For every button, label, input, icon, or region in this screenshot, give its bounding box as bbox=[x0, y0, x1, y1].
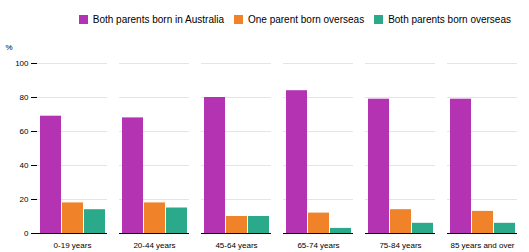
svg-text:20-44 years: 20-44 years bbox=[133, 241, 175, 250]
svg-text:85 years and over: 85 years and over bbox=[450, 241, 514, 250]
svg-text:80: 80 bbox=[20, 93, 29, 102]
html-text:Both parents born overseas: Both parents born overseas bbox=[388, 14, 511, 25]
svg-text:100: 100 bbox=[15, 59, 29, 68]
svg-text:%: % bbox=[6, 43, 13, 52]
svg-text:0: 0 bbox=[24, 229, 29, 238]
svg-text:20: 20 bbox=[20, 195, 29, 204]
html-text:One parent born overseas: One parent born overseas bbox=[248, 14, 365, 25]
svg-text:45-64 years: 45-64 years bbox=[215, 241, 257, 250]
svg-text:60: 60 bbox=[20, 127, 29, 136]
svg-text:75-84 years: 75-84 years bbox=[379, 241, 421, 250]
svg-text:40: 40 bbox=[20, 161, 29, 170]
html-text:Both parents born in Australia: Both parents born in Australia bbox=[92, 14, 224, 25]
svg-text:0-19 years: 0-19 years bbox=[54, 241, 92, 250]
svg-text:65-74 years: 65-74 years bbox=[297, 241, 339, 250]
